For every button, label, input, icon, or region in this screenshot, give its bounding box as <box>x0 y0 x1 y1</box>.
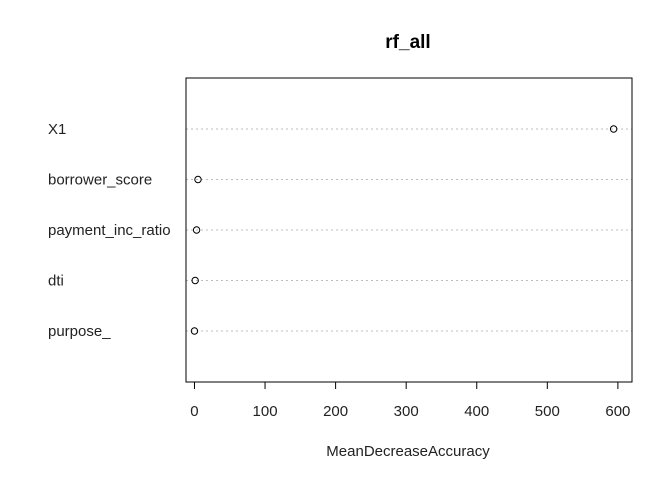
chart-title: rf_all <box>385 32 430 53</box>
category-label: payment_inc_ratio <box>48 222 171 239</box>
category-label: borrower_score <box>48 172 152 189</box>
data-point <box>191 276 199 285</box>
x-axis: 0 100 200 300 400 500 600 <box>190 381 630 420</box>
x-axis-label: MeanDecreaseAccuracy <box>326 443 490 460</box>
data-point <box>192 226 201 234</box>
data-point <box>609 125 618 133</box>
category-label: X1 <box>48 121 66 138</box>
x-tick-label: 400 <box>464 403 489 420</box>
data-point <box>194 175 202 184</box>
x-tick-label: 100 <box>253 403 278 420</box>
x-tick-label: 600 <box>605 403 630 420</box>
category-label: dti <box>48 273 64 290</box>
grid-lines <box>186 128 632 332</box>
x-tick-label: 200 <box>323 403 348 420</box>
x-tick-label: 300 <box>394 403 419 420</box>
data-points <box>190 125 618 335</box>
data-point <box>190 327 199 335</box>
x-tick-label: 500 <box>535 403 560 420</box>
category-label: purpose_ <box>48 323 111 340</box>
x-tick-label: 0 <box>190 403 198 420</box>
